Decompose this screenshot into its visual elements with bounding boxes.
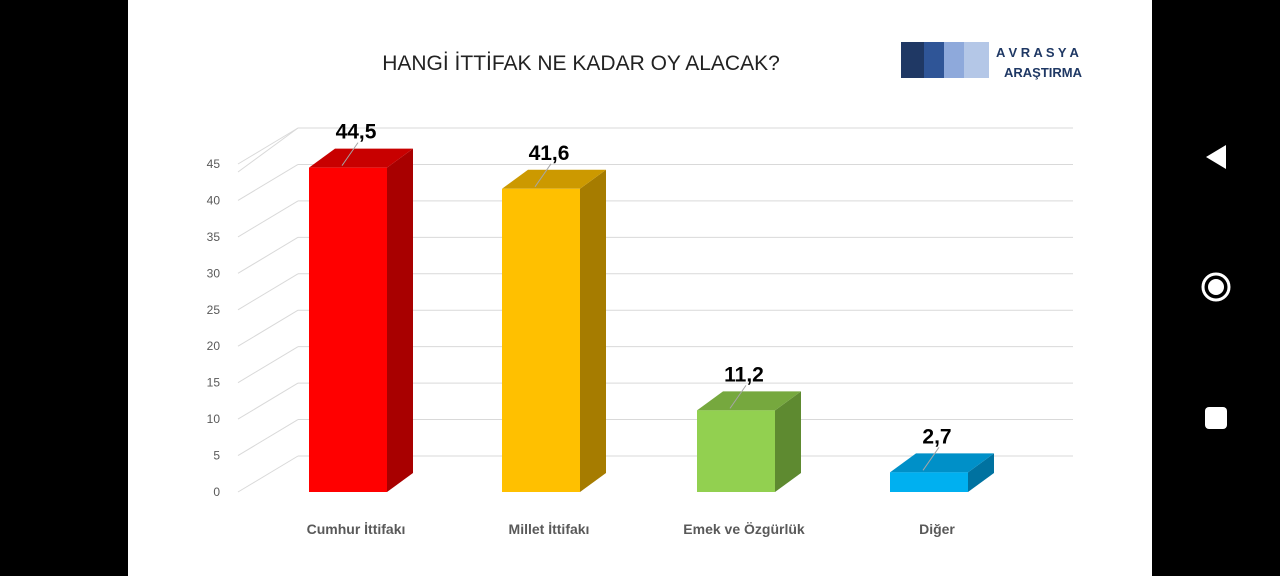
y-tick-label: 40 <box>207 193 221 207</box>
back-button[interactable] <box>1152 127 1280 187</box>
avrasya-logo: A V R A S Y A ARAŞTIRMA <box>901 42 1083 80</box>
gridline-diagonal <box>237 127 299 165</box>
y-tick-label: 5 <box>213 449 220 463</box>
data-label: 44,5 <box>336 121 377 144</box>
logo-block-2 <box>924 42 944 78</box>
gridline-diagonal <box>237 273 299 311</box>
gridline-diagonal <box>237 200 299 238</box>
gridline-diagonal <box>237 164 299 201</box>
y-tick-label: 10 <box>207 412 221 426</box>
chart-slide: HANGİ İTTİFAK NE KADAR OY ALACAK? A V R … <box>128 0 1152 576</box>
logo-block-3 <box>944 42 964 78</box>
y-tick-label: 15 <box>207 376 221 390</box>
back-icon <box>1206 145 1226 169</box>
bar-group: 41,6 <box>502 142 606 492</box>
logo-block-4 <box>964 42 989 78</box>
gridline-diagonal <box>237 309 299 347</box>
chart-bars: 44,5 41,6 11,2 2,7 <box>309 121 994 492</box>
leader-line <box>729 385 747 409</box>
bar-side <box>580 169 606 492</box>
recents-button[interactable] <box>1152 388 1280 448</box>
data-label: 41,6 <box>529 142 570 165</box>
gridline-diagonal <box>237 236 299 274</box>
data-label: 2,7 <box>922 425 951 448</box>
x-tick-label: Diğer <box>919 521 955 537</box>
home-icon <box>1201 272 1231 302</box>
leader-line <box>922 447 940 471</box>
y-tick-label: 30 <box>207 266 221 280</box>
android-nav-bar <box>1152 0 1280 576</box>
bar <box>502 188 580 492</box>
x-tick-label: Millet İttifakı <box>509 521 590 537</box>
data-label: 11,2 <box>724 363 764 386</box>
chart-title: HANGİ İTTİFAK NE KADAR OY ALACAK? <box>382 52 780 75</box>
y-tick-label: 0 <box>213 485 220 499</box>
x-axis: Cumhur İttifakı Millet İttifakı Emek ve Öz… <box>307 521 956 537</box>
chart-grid <box>237 127 1073 493</box>
home-button[interactable] <box>1152 257 1280 317</box>
gridline-diagonal <box>237 346 299 384</box>
bar-top <box>309 148 413 168</box>
x-tick-label: Emek ve Özgürlük <box>683 521 805 537</box>
leader-line <box>534 163 552 188</box>
bar-group: 44,5 <box>309 121 413 492</box>
y-axis: 0 5 10 15 20 25 30 35 40 45 <box>207 157 221 499</box>
gridline-diagonal <box>237 419 299 456</box>
bar <box>309 167 387 492</box>
bar <box>697 410 775 492</box>
bar-chart: HANGİ İTTİFAK NE KADAR OY ALACAK? A V R … <box>207 42 1083 537</box>
bar-top <box>890 453 994 473</box>
gridline-diagonal <box>237 127 299 173</box>
leader-line <box>341 142 359 166</box>
bar-top <box>697 391 801 411</box>
bar-group: 2,7 <box>890 425 994 492</box>
logo-line2: ARAŞTIRMA <box>1004 65 1083 80</box>
bar-side <box>387 148 413 492</box>
logo-block-1 <box>901 42 924 78</box>
x-tick-label: Cumhur İttifakı <box>307 521 406 537</box>
bar-top <box>502 169 606 189</box>
y-tick-label: 25 <box>207 303 221 317</box>
bar <box>890 472 968 492</box>
bar-group: 11,2 <box>697 363 801 492</box>
y-tick-label: 45 <box>207 157 221 171</box>
bar-side <box>775 391 801 492</box>
y-tick-label: 35 <box>207 230 221 244</box>
recents-icon <box>1205 407 1227 429</box>
bar-side <box>968 453 994 492</box>
logo-line1: A V R A S Y A <box>996 45 1079 60</box>
gridline-diagonal <box>237 382 299 420</box>
y-tick-label: 20 <box>207 339 221 353</box>
gridline-diagonal <box>237 455 299 493</box>
